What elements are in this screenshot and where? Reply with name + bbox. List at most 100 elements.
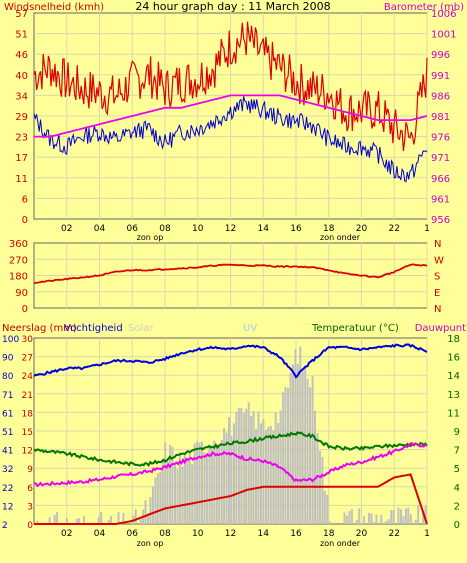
solar-bars <box>36 346 427 524</box>
dewpoint-line <box>33 442 428 488</box>
solar-bar <box>363 516 366 524</box>
solar-bar <box>144 500 147 524</box>
solar-bar <box>65 518 68 524</box>
y-tick-label: 27 <box>22 354 33 364</box>
y-tick-label: 180 <box>9 272 28 283</box>
solar-bar <box>188 450 191 524</box>
y-tick-label: W <box>434 255 444 266</box>
solar-bar <box>193 443 196 524</box>
wind-direction-line <box>33 263 428 285</box>
solar-bar <box>122 512 125 524</box>
solar-bar <box>198 442 201 524</box>
y-tick-label: 14 <box>447 371 460 382</box>
solar-bar <box>233 423 235 524</box>
solar-bar <box>328 521 331 524</box>
y-tick-label: 6 <box>22 194 28 205</box>
solar-bar <box>247 402 250 524</box>
x-tick-label: 18 <box>323 529 335 539</box>
gust-line <box>33 96 428 183</box>
solar-bar <box>282 392 285 524</box>
solar-bar <box>154 477 157 524</box>
y-tick-label: 966 <box>431 174 450 185</box>
solar-bar <box>385 520 388 524</box>
solar-bar <box>390 510 393 524</box>
solar-bar <box>262 418 265 524</box>
solar-axis-label: Solar <box>128 323 154 334</box>
x-tick-label: 16 <box>290 224 302 234</box>
y-tick-labels-temperature: 18 16 14 13 11 9 7 5 4 2 0 <box>447 334 460 531</box>
solar-bar <box>404 508 407 524</box>
y-tick-label: 9 <box>27 465 33 475</box>
solar-bar <box>311 376 314 524</box>
y-tick-label: 29 <box>15 112 28 123</box>
solar-bar <box>370 513 373 524</box>
y-tick-labels-barometer: 1006 1001 996 991 986 981 976 971 966 961 956 <box>431 9 456 226</box>
x-tick-label: 1 <box>424 224 430 234</box>
y-tick-label: 18 <box>447 334 460 345</box>
y-tick-label: 5 <box>454 464 460 475</box>
x-tick-label: 14 <box>258 529 270 539</box>
solar-bar <box>147 513 149 524</box>
solar-bar <box>210 449 213 524</box>
solar-bar <box>373 521 375 524</box>
solar-bar <box>301 369 304 524</box>
solar-bar <box>100 512 103 524</box>
y-tick-label: N <box>434 304 441 315</box>
y-tick-label: 3 <box>27 502 33 512</box>
y-tick-label: 956 <box>431 215 450 226</box>
solar-bar <box>296 363 299 524</box>
y-tick-label: 0 <box>22 304 28 315</box>
y-tick-label: 16 <box>447 353 460 364</box>
solar-bar <box>176 469 179 524</box>
solar-bar <box>269 425 272 524</box>
y-tick-label: 996 <box>431 50 450 61</box>
solar-bar <box>178 451 181 524</box>
solar-bar <box>272 430 275 524</box>
y-tick-label: 21 <box>22 391 33 401</box>
x-tick-label: 16 <box>290 529 302 539</box>
y-tick-label: 971 <box>431 153 450 164</box>
solar-bar <box>274 412 277 524</box>
y-tick-label: 9 <box>454 427 460 438</box>
y-tick-label: 11 <box>15 174 28 185</box>
x-tick-label: 12 <box>225 529 236 539</box>
sunrise-label: zon op <box>137 233 164 242</box>
barometer-line <box>34 94 428 138</box>
solar-bar <box>294 349 297 524</box>
y-tick-label: 961 <box>431 194 450 205</box>
wind-axis-label: Windsnelheid (kmh) <box>4 2 104 13</box>
y-tick-label: E <box>434 288 440 299</box>
solar-bar <box>260 423 262 524</box>
y-tick-label: 991 <box>431 71 450 82</box>
solar-bar <box>218 446 221 524</box>
x-tick-label: 06 <box>127 224 139 234</box>
wind-speed-line <box>33 21 428 152</box>
solar-bar <box>240 408 243 524</box>
solar-bar <box>230 435 233 524</box>
solar-bar <box>196 441 199 524</box>
solar-bar <box>181 466 184 524</box>
y-tick-label: 2 <box>454 501 460 512</box>
solar-bar <box>213 440 216 524</box>
solar-bar <box>387 519 390 524</box>
humidity-axis-label: Vochtigheid <box>64 323 123 334</box>
y-tick-label: 0 <box>454 520 460 531</box>
solar-bar <box>149 497 152 524</box>
solar-bar <box>417 505 420 524</box>
solar-bar <box>235 411 238 524</box>
solar-bar <box>117 512 120 524</box>
solar-bar <box>291 364 294 524</box>
solar-bar <box>314 410 316 524</box>
y-tick-label: 22 <box>2 484 13 494</box>
solar-bar <box>186 461 189 524</box>
solar-bar <box>368 512 371 524</box>
solar-bar <box>36 521 39 524</box>
y-tick-label: 100 <box>2 335 19 345</box>
y-tick-label: 90 <box>2 354 14 364</box>
y-tick-label: 270 <box>9 255 28 266</box>
x-tick-label: 20 <box>356 529 368 539</box>
x-tick-label: 22 <box>389 224 400 234</box>
